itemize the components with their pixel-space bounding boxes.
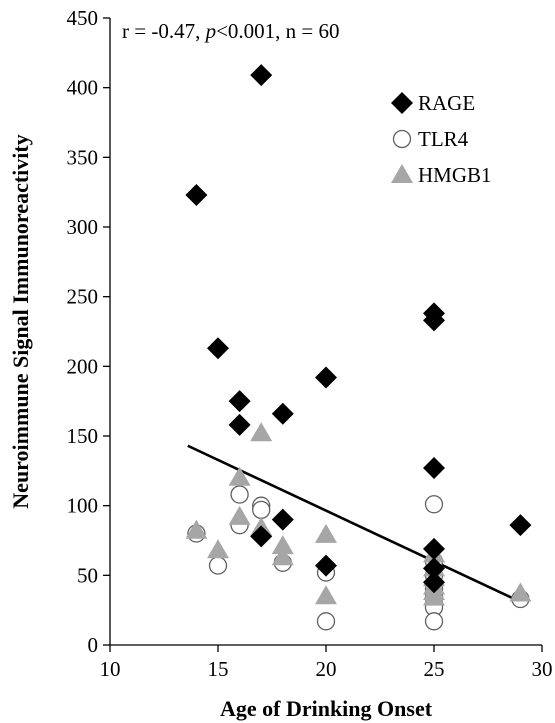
legend-hmgb1-symbol [391,164,413,183]
hmgb1-point [185,519,208,539]
legend: RAGE TLR4 HMGB1 [391,91,492,187]
rage-point [271,508,294,531]
x-tick-label: 25 [424,657,445,681]
hmgb1-point [228,505,251,525]
y-axis-title: Neuroimmune Signal Immunoreactivity [8,134,33,508]
legend-marker-hmgb1 [391,164,413,183]
y-tick-label: 350 [67,145,99,169]
legend-marker-rage [391,92,413,114]
legend-label-tlr4: TLR4 [418,127,469,151]
y-tick-label: 450 [67,6,99,30]
y-tick-label: 200 [67,354,99,378]
rage-point [228,390,251,413]
annotation-suffix: <0.001, n = 60 [216,19,339,43]
x-axis-ticks: 10 15 20 25 30 [100,645,553,681]
tlr4-point [208,556,228,575]
rage-point [423,457,445,480]
x-axis-title: Age of Drinking Onset [220,696,433,721]
hmgb1-point [315,585,337,605]
x-tick-label: 20 [316,657,337,681]
hmgb1-point [271,546,294,566]
rage-point [207,337,229,360]
rage-point [315,554,337,577]
correlation-annotation: r = -0.47, p<0.001, n = 60 [122,19,340,43]
rage-point [271,402,294,425]
legend-rage-symbol [391,92,413,114]
annotation-p-symbol: p [204,19,217,43]
rage-point [185,183,208,206]
y-tick-label: 150 [67,424,99,448]
legend-label-rage: RAGE [418,91,475,115]
y-tick-label: 0 [88,633,99,657]
y-axis-ticks: 0 50 100 150 200 250 300 350 400 450 [67,6,110,657]
rage-point [423,571,445,594]
hmgb1-point [315,523,337,543]
rage-point [250,525,273,548]
y-tick-label: 250 [67,285,99,309]
rage-point [315,366,337,389]
x-tick-label: 30 [532,657,553,681]
rage-point [423,557,445,580]
hmgb1-point [423,586,445,606]
x-tick-label: 15 [208,657,229,681]
legend-marker-tlr4 [392,129,412,149]
rage-point [250,64,273,87]
y-tick-label: 100 [67,494,99,518]
y-tick-label: 50 [77,563,98,587]
tlr4-point [252,500,271,519]
hmgb1-point [228,466,251,486]
rage-point [228,413,251,436]
data-points [185,64,532,631]
rage-point [509,514,532,537]
tlr4-point [424,495,444,514]
x-tick-label: 10 [100,657,121,681]
tlr4-point [230,485,249,504]
hmgb1-point [207,539,229,559]
rage-point [423,309,445,332]
rage-point [423,537,445,560]
legend-tlr4-symbol [392,129,412,149]
hmgb1-point [509,582,532,602]
tlr4-point [424,612,444,631]
y-tick-label: 300 [67,215,99,239]
axes [109,18,542,646]
annotation-prefix: r = -0.47, [122,19,206,43]
hmgb1-point [250,422,273,442]
y-tick-label: 400 [67,76,99,100]
legend-label-hmgb1: HMGB1 [418,163,492,187]
tlr4-point [316,612,336,631]
trend-line [187,444,521,603]
hmgb1-point [271,535,294,555]
